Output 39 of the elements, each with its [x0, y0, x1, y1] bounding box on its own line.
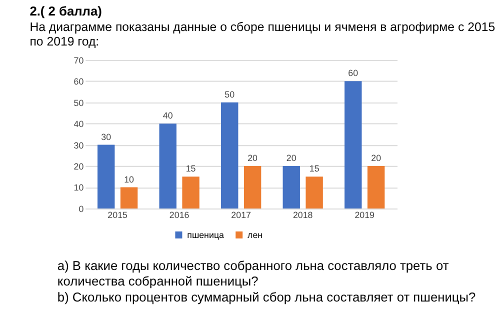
bar: [282, 166, 300, 208]
x-tick-label: 2019: [354, 210, 375, 220]
y-tick-label: 50: [74, 98, 84, 108]
x-tick-label: 2017: [231, 210, 252, 220]
data-label: 10: [124, 174, 134, 184]
data-label: 20: [286, 153, 296, 164]
y-tick-label: 20: [74, 161, 84, 172]
y-tick-label: 60: [74, 76, 84, 87]
data-label: 15: [186, 164, 196, 174]
legend-label: лен: [248, 230, 263, 240]
data-label: 60: [348, 68, 358, 78]
text: а) В какие годы количество собранного льна составляло треть от количества собранной пшеницы?: [57, 258, 449, 289]
legend-label: пшеница: [187, 230, 224, 240]
x-tick-label: 2018: [292, 210, 313, 220]
bar: [98, 144, 115, 208]
y-tick-label: 70: [74, 55, 84, 66]
text: b) Сколько процентов суммарный сбор льна составляет от пшеницы?: [57, 290, 476, 305]
data-label: 40: [162, 110, 173, 121]
x-tick-label: 2016: [169, 210, 190, 220]
y-tick-label: 30: [74, 140, 84, 150]
bar: [221, 102, 238, 208]
chart-title: 2.( 2 балла): [30, 3, 102, 18]
data-label: 50: [224, 89, 235, 100]
bar: [182, 176, 200, 208]
y-tick-label: 40: [74, 119, 84, 130]
chart-subtitle: На диаграмме показаны данные о сборе пшеницы и ячменя в агрофирме с 2015 по 2019 год:: [30, 20, 496, 49]
data-label: 20: [248, 153, 258, 164]
y-tick-label: 10: [74, 182, 84, 193]
data-label: 30: [101, 132, 112, 142]
bar: [306, 176, 323, 208]
bar: [120, 187, 138, 208]
bar: [159, 124, 176, 208]
x-tick-label: 2015: [108, 210, 128, 220]
bar: [367, 166, 385, 208]
data-label: 15: [309, 164, 320, 174]
y-tick-label: 0: [78, 204, 84, 214]
data-label: 20: [371, 153, 382, 164]
bar: [344, 81, 362, 208]
bar: [244, 166, 262, 208]
